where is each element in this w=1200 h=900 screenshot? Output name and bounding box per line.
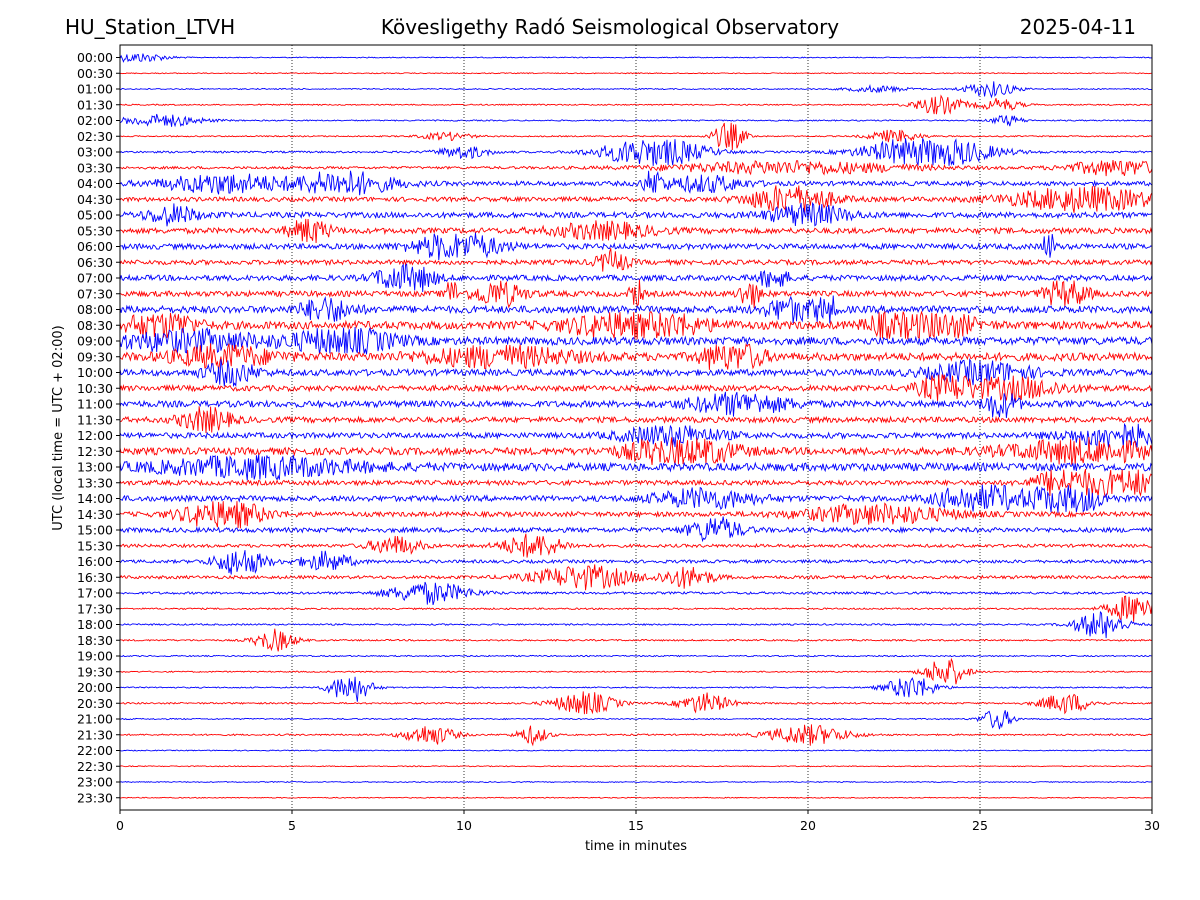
y-tick-label-41: 20:30 <box>77 696 113 711</box>
x-tick-label-6: 30 <box>1144 818 1160 833</box>
y-tick-label-32: 16:00 <box>77 554 113 569</box>
y-tick-label-38: 19:00 <box>77 649 113 664</box>
trace-0830 <box>119 310 1153 340</box>
y-tick-label-9: 04:30 <box>77 192 113 207</box>
y-tick-label-13: 06:30 <box>77 255 113 270</box>
y-tick-label-35: 17:30 <box>77 601 113 616</box>
trace-1830 <box>119 628 1153 652</box>
y-tick-label-20: 10:00 <box>77 365 113 380</box>
y-tick-label-39: 19:30 <box>77 664 113 679</box>
y-tick-label-37: 18:30 <box>77 633 113 648</box>
y-tick-label-27: 13:30 <box>77 475 113 490</box>
y-tick-label-46: 23:00 <box>77 775 113 790</box>
x-axis-label: time in minutes <box>585 839 687 854</box>
y-axis-label: UTC (local time = UTC + 02:00) <box>51 325 66 530</box>
y-tick-label-31: 15:30 <box>77 538 113 553</box>
trace-1330 <box>119 468 1153 499</box>
y-tick-label-47: 23:30 <box>77 790 113 805</box>
y-tick-label-44: 22:00 <box>77 743 113 758</box>
y-tick-label-5: 02:30 <box>77 129 113 144</box>
trace-0900 <box>119 326 1153 355</box>
y-tick-label-8: 04:00 <box>77 176 113 191</box>
y-tick-label-28: 14:00 <box>77 491 113 506</box>
y-tick-label-21: 10:30 <box>77 381 113 396</box>
y-tick-label-6: 03:00 <box>77 145 113 160</box>
trace-2230 <box>119 765 1153 768</box>
trace-0300 <box>119 138 1153 167</box>
trace-0630 <box>119 248 1153 272</box>
x-tick-label-1: 5 <box>288 818 296 833</box>
y-tick-label-42: 21:00 <box>77 712 113 727</box>
y-tick-label-24: 12:00 <box>77 428 113 443</box>
trace-1030 <box>119 374 1153 403</box>
y-tick-label-43: 21:30 <box>77 727 113 742</box>
y-tick-label-29: 14:30 <box>77 507 113 522</box>
y-tick-label-15: 07:30 <box>77 286 113 301</box>
trace-1430 <box>119 501 1153 529</box>
trace-1230 <box>119 437 1153 466</box>
station-title: HU_Station_LTVH <box>65 15 236 39</box>
y-axis: 00:0000:3001:0001:3002:0002:3003:0003:30… <box>77 50 120 805</box>
y-tick-label-7: 03:30 <box>77 160 113 175</box>
trace-1900 <box>119 654 1153 658</box>
y-tick-label-3: 01:30 <box>77 97 113 112</box>
trace-0230 <box>119 122 1153 150</box>
trace-1730 <box>119 595 1153 622</box>
x-tick-label-2: 10 <box>456 818 472 833</box>
y-tick-label-14: 07:00 <box>77 271 113 286</box>
trace-0700 <box>119 263 1153 292</box>
trace-2000 <box>119 676 1153 702</box>
y-tick-label-4: 02:00 <box>77 113 113 128</box>
trace-2300 <box>119 780 1153 784</box>
y-tick-label-1: 00:30 <box>77 66 113 81</box>
y-tick-label-19: 09:30 <box>77 349 113 364</box>
y-tick-label-18: 09:00 <box>77 334 113 349</box>
trace-0100 <box>119 81 1153 99</box>
y-tick-label-10: 05:00 <box>77 208 113 223</box>
trace-1100 <box>119 391 1153 419</box>
trace-1630 <box>119 564 1153 591</box>
y-tick-label-33: 16:30 <box>77 570 113 585</box>
trace-0400 <box>119 170 1153 196</box>
trace-2100 <box>119 710 1153 730</box>
y-tick-label-16: 08:00 <box>77 302 113 317</box>
y-tick-label-2: 01:00 <box>77 82 113 97</box>
trace-1930 <box>119 657 1153 685</box>
y-tick-label-34: 17:00 <box>77 586 113 601</box>
y-tick-label-11: 05:30 <box>77 223 113 238</box>
trace-0030 <box>119 72 1153 75</box>
x-axis: 0 5 10 15 20 25 30 <box>116 810 1160 833</box>
grid-group <box>291 45 981 810</box>
x-tick-label-4: 20 <box>800 818 816 833</box>
y-tick-label-12: 06:00 <box>77 239 113 254</box>
observatory-title: Kövesligethy Radó Seismological Observat… <box>380 15 840 39</box>
x-tick-label-5: 25 <box>972 818 988 833</box>
trace-0530 <box>119 218 1153 243</box>
y-tick-label-30: 15:00 <box>77 523 113 538</box>
y-tick-label-36: 18:00 <box>77 617 113 632</box>
y-tick-label-17: 08:30 <box>77 318 113 333</box>
y-tick-label-22: 11:00 <box>77 397 113 412</box>
y-tick-label-25: 12:30 <box>77 444 113 459</box>
y-tick-label-26: 13:00 <box>77 460 113 475</box>
y-tick-label-23: 11:30 <box>77 412 113 427</box>
x-tick-label-0: 0 <box>116 818 124 833</box>
x-tick-label-3: 15 <box>628 818 644 833</box>
y-tick-label-40: 20:00 <box>77 680 113 695</box>
date-title: 2025-04-11 <box>1019 15 1136 39</box>
y-tick-label-45: 22:30 <box>77 759 113 774</box>
y-tick-label-0: 00:00 <box>77 50 113 65</box>
